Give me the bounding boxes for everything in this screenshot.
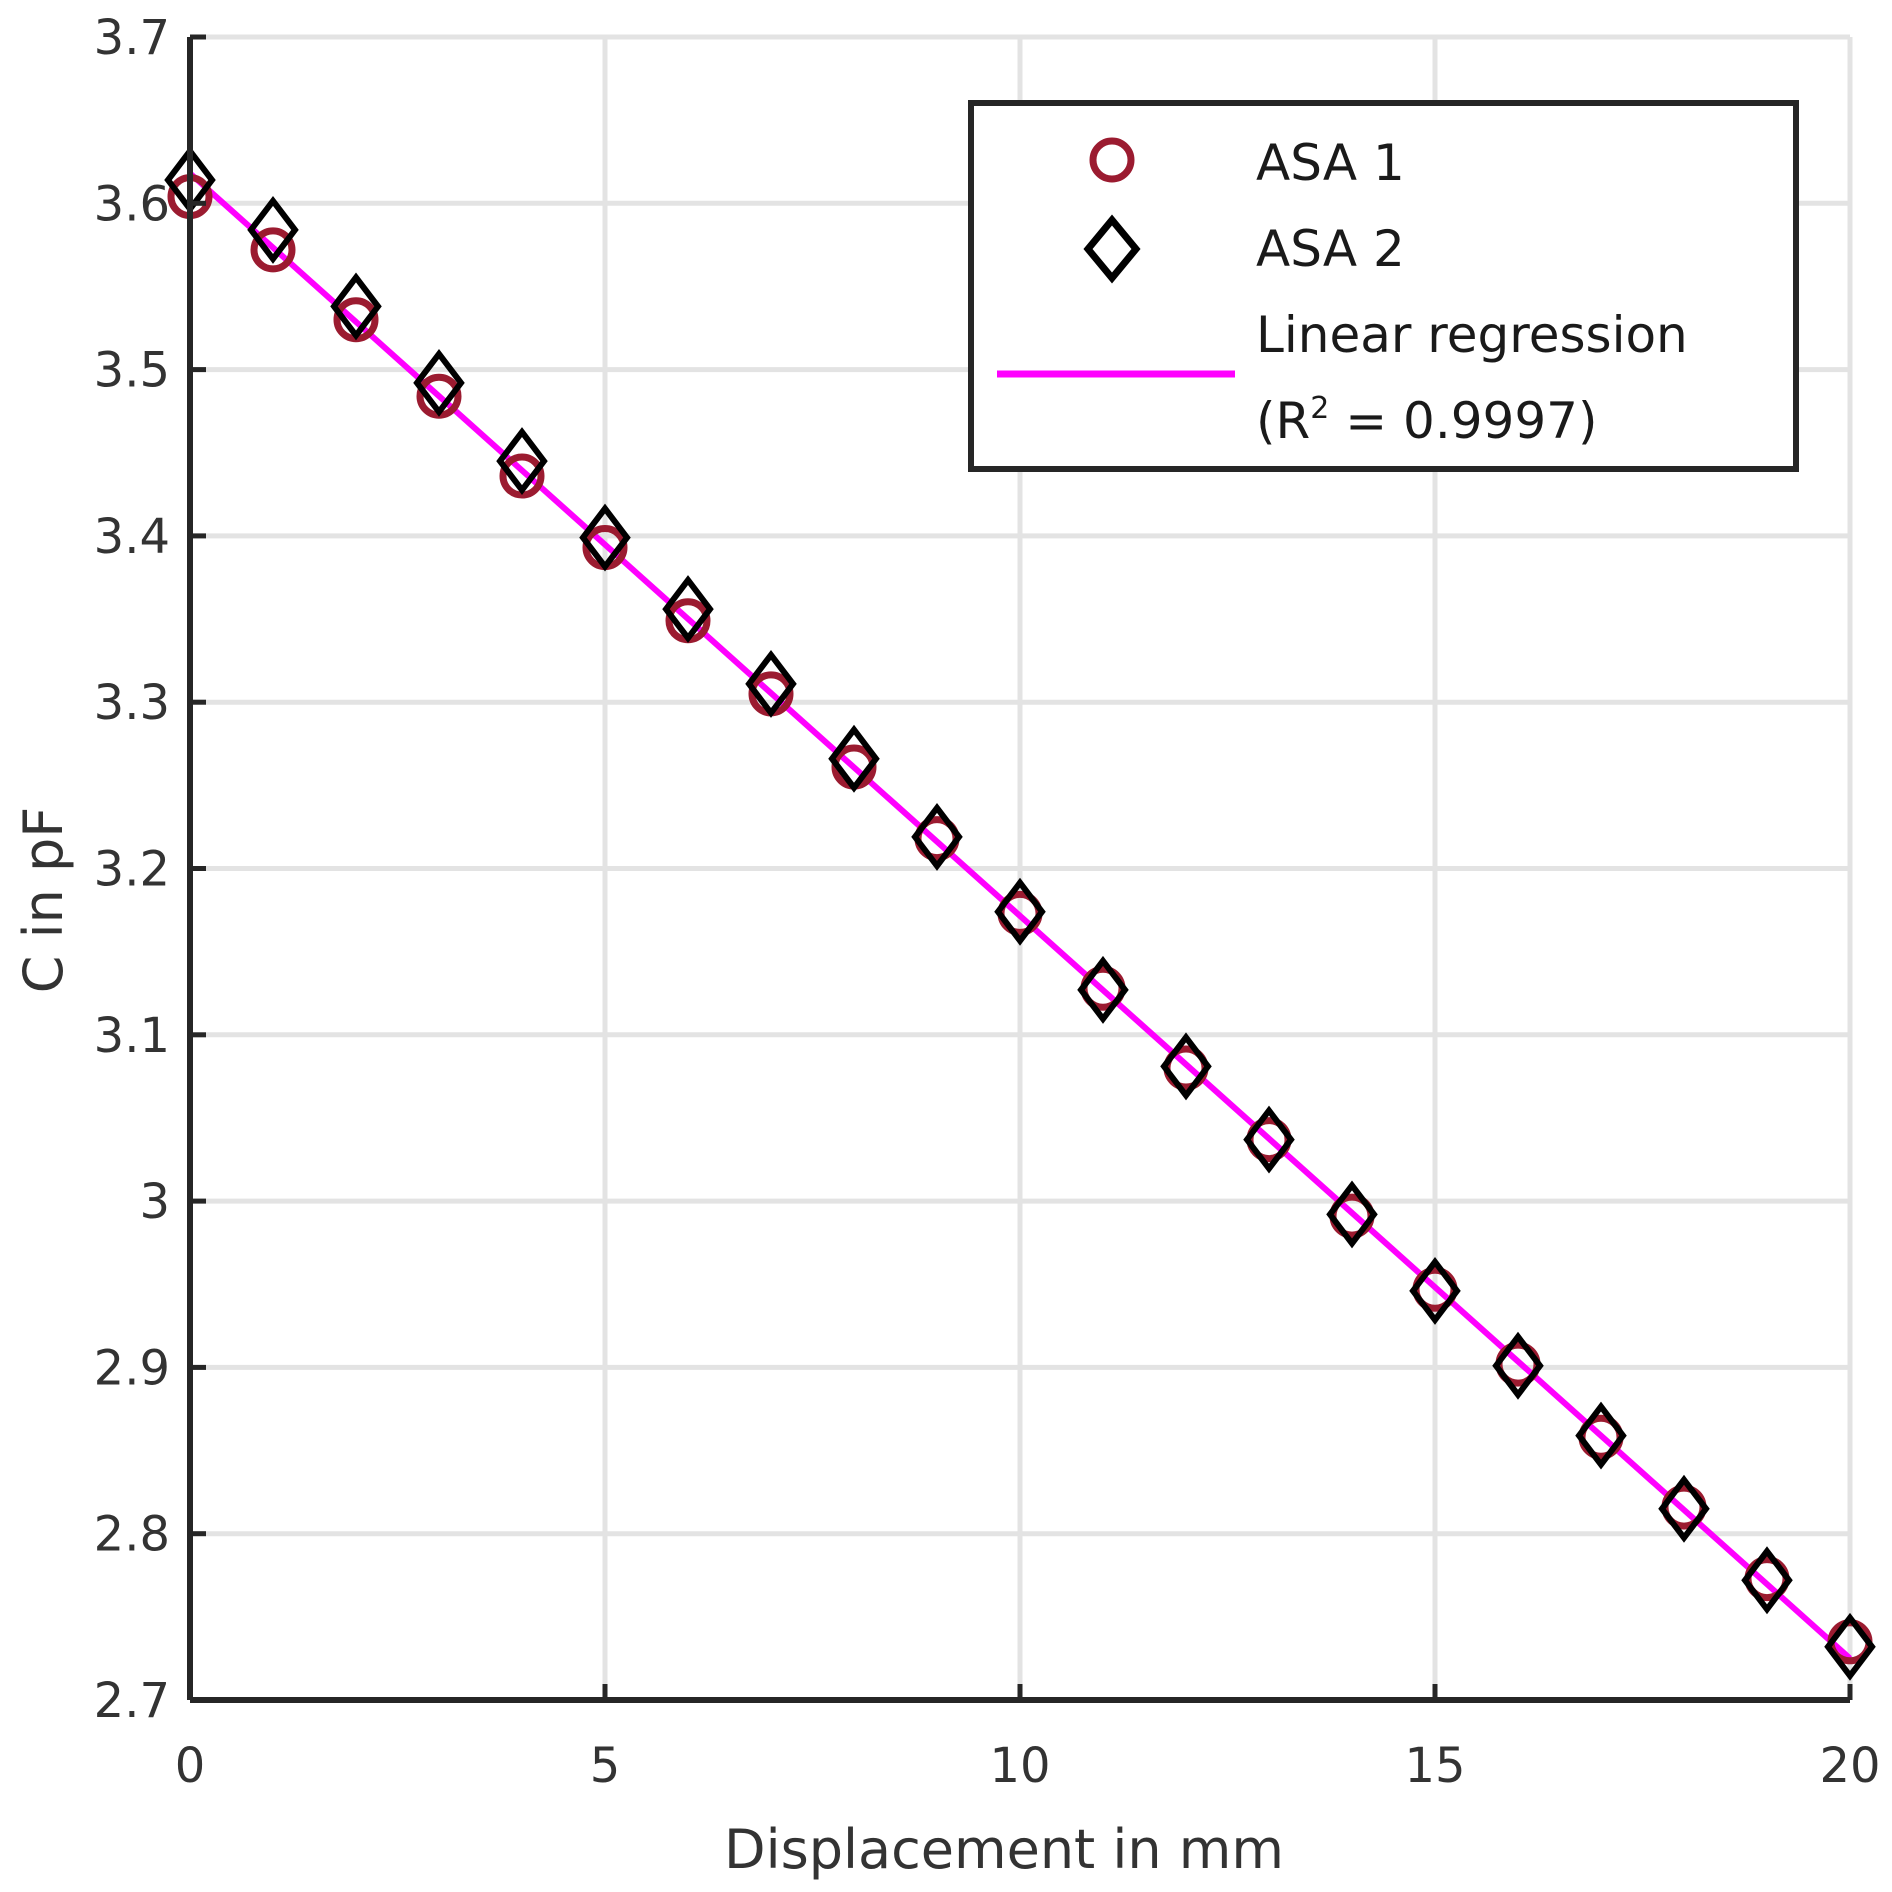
legend: ASA 1 ASA 2 Linear regression (R2 = 0.99… xyxy=(968,100,1799,472)
asa1-point xyxy=(250,227,296,273)
regression-line-group xyxy=(187,171,1853,1661)
y-tick-label: 3.2 xyxy=(94,842,170,898)
legend-regression-r2: (R2 = 0.9997) xyxy=(1256,391,1597,450)
asa2-point xyxy=(1243,1105,1295,1174)
x-tick-label: 15 xyxy=(1404,1738,1465,1794)
asa2-markers xyxy=(164,146,1876,1681)
asa2-point xyxy=(1409,1256,1461,1325)
asa2-point xyxy=(994,877,1046,946)
y-tick-label: 2.9 xyxy=(94,1340,170,1396)
y-tick-label: 3.1 xyxy=(94,1008,170,1064)
asa2-point xyxy=(1077,955,1129,1024)
x-tick-label: 10 xyxy=(989,1738,1050,1794)
asa2-point xyxy=(413,348,465,417)
y-tick-label: 3.5 xyxy=(94,343,170,399)
regression-line xyxy=(187,171,1853,1661)
asa2-point xyxy=(496,427,548,496)
asa2-point xyxy=(1824,1612,1876,1681)
legend-r2-superscript: 2 xyxy=(1310,391,1329,426)
legend-asa1-label: ASA 1 xyxy=(1256,134,1405,192)
x-axis-label: Displacement in mm xyxy=(724,1818,1284,1881)
asa2-point xyxy=(745,649,797,718)
legend-r2-value: = 0.9997) xyxy=(1329,392,1597,450)
x-tick-label: 20 xyxy=(1819,1738,1880,1794)
y-tick-label: 2.7 xyxy=(94,1673,170,1729)
legend-asa1-marker xyxy=(1089,137,1135,183)
asa2-point xyxy=(1741,1546,1793,1615)
y-tick-label: 3.4 xyxy=(94,509,170,565)
asa2-point xyxy=(1575,1401,1627,1470)
legend-box xyxy=(968,100,1799,472)
asa2-point xyxy=(1492,1331,1544,1400)
x-tick-label: 0 xyxy=(175,1738,206,1794)
y-tick-label: 3 xyxy=(139,1174,170,1230)
y-axis-label: C in pF xyxy=(12,807,75,994)
asa2-point xyxy=(330,272,382,341)
asa2-point xyxy=(662,575,714,644)
y-tick-label: 3.6 xyxy=(94,176,170,232)
asa2-point xyxy=(1160,1032,1212,1101)
asa2-point xyxy=(828,724,880,793)
axes xyxy=(187,34,1853,1703)
asa2-point xyxy=(247,195,299,264)
asa2-point xyxy=(911,802,963,871)
asa2-point xyxy=(579,503,631,572)
y-tick-label: 2.8 xyxy=(94,1507,170,1563)
y-tick-label: 3.3 xyxy=(94,675,170,731)
tick-labels: 0 5 10 15 20 2.7 2.8 2.9 3 3.1 3.2 3.3 3.4 3.5 3.6 3.7 xyxy=(94,10,1881,1794)
legend-asa2-marker xyxy=(1083,214,1141,284)
x-tick-label: 5 xyxy=(590,1738,621,1794)
asa1-point xyxy=(499,453,545,499)
asa2-point xyxy=(1658,1474,1710,1543)
asa2-point xyxy=(1326,1180,1378,1249)
legend-r2-prefix: (R xyxy=(1256,392,1310,450)
y-tick-label: 3.7 xyxy=(94,10,170,66)
legend-asa2-label: ASA 2 xyxy=(1256,220,1405,278)
legend-regression-label: Linear regression xyxy=(1256,306,1688,364)
